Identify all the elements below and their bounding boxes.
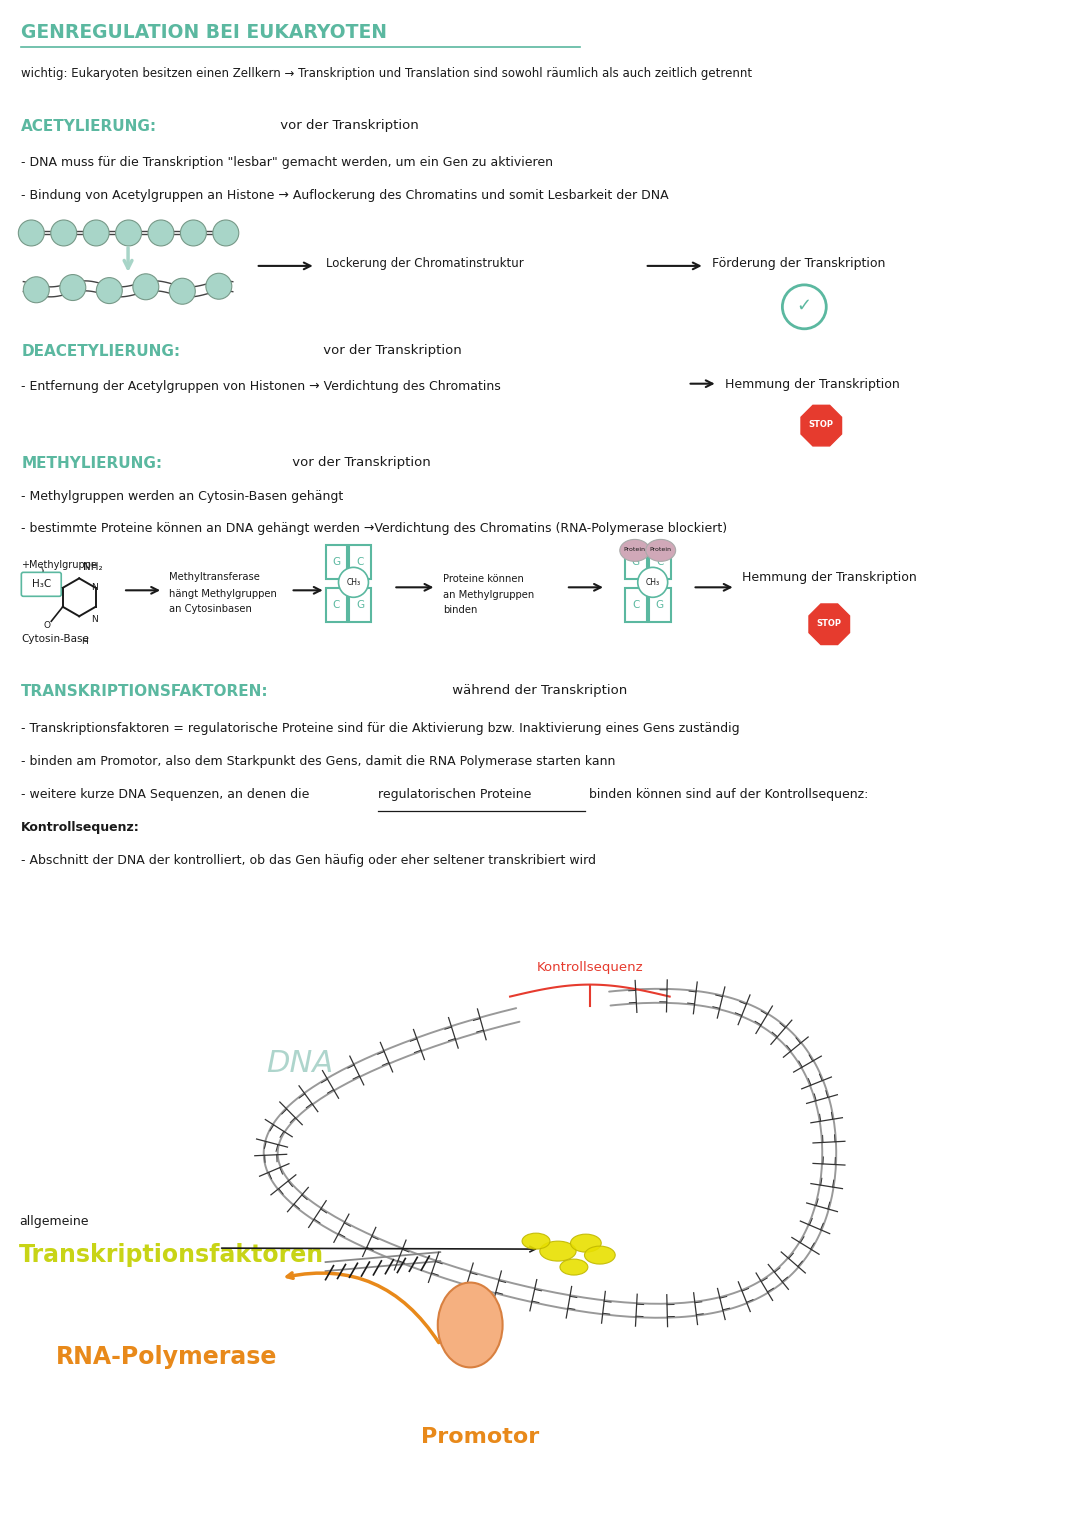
FancyBboxPatch shape <box>22 573 62 597</box>
Circle shape <box>133 273 159 299</box>
Circle shape <box>338 568 368 597</box>
Text: G: G <box>632 557 639 568</box>
Circle shape <box>51 220 77 246</box>
FancyBboxPatch shape <box>350 588 372 623</box>
Circle shape <box>638 568 667 597</box>
FancyBboxPatch shape <box>350 545 372 579</box>
Text: regulatorischen Proteine: regulatorischen Proteine <box>378 788 531 802</box>
Text: N: N <box>91 583 98 592</box>
Ellipse shape <box>540 1241 576 1261</box>
Text: an Cytosinbasen: an Cytosinbasen <box>168 605 252 614</box>
Text: O: O <box>43 621 51 629</box>
Text: Förderung der Transkription: Förderung der Transkription <box>712 257 885 270</box>
Text: H₃C: H₃C <box>31 579 51 589</box>
FancyBboxPatch shape <box>649 588 671 623</box>
Text: ✓: ✓ <box>797 296 812 315</box>
Text: - weitere kurze DNA Sequenzen, an denen die: - weitere kurze DNA Sequenzen, an denen … <box>22 788 313 802</box>
Text: - Transkriptionsfaktoren = regulatorische Proteine sind für die Aktivierung bzw.: - Transkriptionsfaktoren = regulatorisch… <box>22 722 740 734</box>
Text: C: C <box>632 600 639 611</box>
Circle shape <box>180 220 206 246</box>
Text: H: H <box>81 637 87 646</box>
Text: Protein: Protein <box>650 547 672 551</box>
Text: Transkriptionsfaktoren: Transkriptionsfaktoren <box>19 1243 324 1267</box>
Text: Methyltransferase: Methyltransferase <box>168 573 260 582</box>
Text: Protein: Protein <box>624 547 646 551</box>
Text: CH₃: CH₃ <box>646 577 660 586</box>
FancyBboxPatch shape <box>325 588 348 623</box>
Text: ACETYLIERUNG:: ACETYLIERUNG: <box>22 119 158 134</box>
Text: während der Transkription: während der Transkription <box>448 684 627 698</box>
Text: vor der Transkription: vor der Transkription <box>319 344 461 357</box>
Text: Promotor: Promotor <box>421 1426 539 1446</box>
Text: DNA: DNA <box>266 1049 333 1078</box>
Circle shape <box>213 220 239 246</box>
Text: METHYLIERUNG:: METHYLIERUNG: <box>22 455 162 470</box>
Text: G: G <box>356 600 365 611</box>
Text: NH₂: NH₂ <box>83 562 103 573</box>
Circle shape <box>170 278 195 304</box>
Text: - Entfernung der Acetylgruppen von Histonen → Verdichtung des Chromatins: - Entfernung der Acetylgruppen von Histo… <box>22 380 501 392</box>
Ellipse shape <box>620 539 650 562</box>
Circle shape <box>24 276 50 302</box>
Ellipse shape <box>570 1234 602 1252</box>
Text: DEACETYLIERUNG:: DEACETYLIERUNG: <box>22 344 180 359</box>
Text: Hemmung der Transkription: Hemmung der Transkription <box>742 571 917 583</box>
Text: Kontrollsequenz: Kontrollsequenz <box>537 960 644 974</box>
Text: - Bindung von Acetylgruppen an Histone → Auflockerung des Chromatins und somit L: - Bindung von Acetylgruppen an Histone →… <box>22 189 669 202</box>
FancyBboxPatch shape <box>625 588 647 623</box>
Text: CH₃: CH₃ <box>347 577 361 586</box>
Circle shape <box>148 220 174 246</box>
Text: Lockerung der Chromatinstruktur: Lockerung der Chromatinstruktur <box>325 257 524 270</box>
Ellipse shape <box>646 539 676 562</box>
Ellipse shape <box>522 1234 550 1249</box>
Text: an Methylgruppen: an Methylgruppen <box>443 591 535 600</box>
FancyBboxPatch shape <box>325 545 348 579</box>
Text: vor der Transkription: vor der Transkription <box>287 455 431 469</box>
Text: C: C <box>333 600 340 611</box>
Circle shape <box>206 273 232 299</box>
Text: Hemmung der Transkription: Hemmung der Transkription <box>725 377 900 391</box>
Text: TRANSKRIPTIONSFAKTOREN:: TRANSKRIPTIONSFAKTOREN: <box>22 684 269 699</box>
Text: hängt Methylgruppen: hängt Methylgruppen <box>168 589 276 599</box>
Circle shape <box>18 220 44 246</box>
Text: allgemeine: allgemeine <box>19 1215 89 1228</box>
Text: STOP: STOP <box>809 420 834 429</box>
Ellipse shape <box>437 1283 502 1367</box>
Text: N: N <box>91 615 98 623</box>
Text: - Methylgruppen werden an Cytosin-Basen gehängt: - Methylgruppen werden an Cytosin-Basen … <box>22 490 343 504</box>
Polygon shape <box>801 405 841 446</box>
Text: +Methylgruppe: +Methylgruppe <box>22 560 97 571</box>
Text: vor der Transkription: vor der Transkription <box>275 119 418 133</box>
Circle shape <box>782 286 826 328</box>
Circle shape <box>59 275 85 301</box>
Text: GENREGULATION BEI EUKARYOTEN: GENREGULATION BEI EUKARYOTEN <box>22 23 388 43</box>
Text: binden: binden <box>443 605 477 615</box>
Text: - Abschnitt der DNA der kontrolliert, ob das Gen häufig oder eher seltener trans: - Abschnitt der DNA der kontrolliert, ob… <box>22 854 596 867</box>
Text: - bestimmte Proteine können an DNA gehängt werden →Verdichtung des Chromatins (R: - bestimmte Proteine können an DNA gehän… <box>22 522 728 536</box>
Text: wichtig: Eukaryoten besitzen einen Zellkern → Transkription und Translation sind: wichtig: Eukaryoten besitzen einen Zellk… <box>22 67 753 81</box>
FancyBboxPatch shape <box>649 545 671 579</box>
Text: Proteine können: Proteine können <box>443 574 524 585</box>
Text: G: G <box>333 557 340 568</box>
Text: Kontrollsequenz:: Kontrollsequenz: <box>22 822 140 834</box>
FancyBboxPatch shape <box>625 545 647 579</box>
Text: - binden am Promotor, also dem Starkpunkt des Gens, damit die RNA Polymerase sta: - binden am Promotor, also dem Starkpunk… <box>22 754 616 768</box>
Ellipse shape <box>559 1260 588 1275</box>
Text: binden können sind auf der Kontrollsequenz:: binden können sind auf der Kontrollseque… <box>585 788 868 802</box>
Ellipse shape <box>584 1246 616 1264</box>
Text: Cytosin-Base: Cytosin-Base <box>22 634 90 644</box>
Text: G: G <box>656 600 664 611</box>
Text: STOP: STOP <box>816 618 841 628</box>
Text: C: C <box>356 557 364 568</box>
Circle shape <box>96 278 122 304</box>
Text: RNA-Polymerase: RNA-Polymerase <box>56 1345 278 1368</box>
Circle shape <box>116 220 141 246</box>
Text: C: C <box>656 557 663 568</box>
Polygon shape <box>809 605 850 644</box>
Text: - DNA muss für die Transkription "lesbar" gemacht werden, um ein Gen zu aktivier: - DNA muss für die Transkription "lesbar… <box>22 156 553 169</box>
Circle shape <box>83 220 109 246</box>
